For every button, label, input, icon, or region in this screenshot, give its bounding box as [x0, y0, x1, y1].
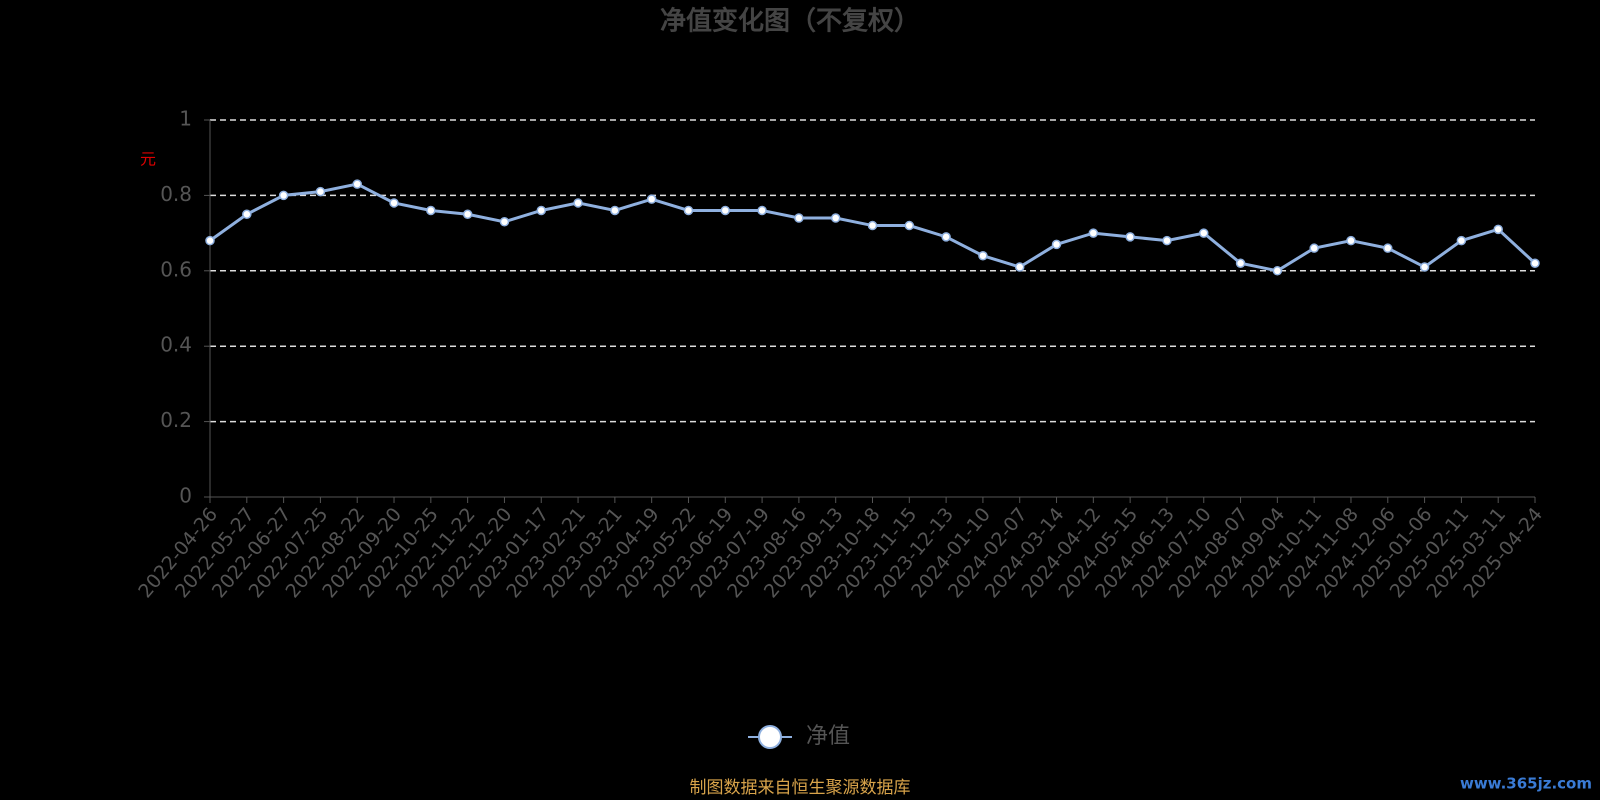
point	[610, 205, 620, 216]
point	[315, 186, 326, 197]
point	[1088, 228, 1099, 238]
point	[426, 205, 436, 216]
legend-label: 净值	[806, 724, 850, 749]
point	[646, 194, 657, 204]
point	[536, 205, 546, 216]
point	[1383, 243, 1393, 253]
point	[941, 232, 951, 242]
y-tick-label: 1	[179, 107, 192, 131]
point	[904, 220, 915, 231]
y-tick-label: 0.2	[160, 408, 192, 432]
y-tick-label: 0.6	[160, 257, 192, 281]
point	[499, 217, 510, 227]
legend-marker	[758, 725, 782, 749]
point	[1235, 258, 1246, 269]
y-tick-label: 0.4	[160, 333, 192, 357]
point	[867, 220, 878, 231]
point	[1162, 235, 1172, 246]
point	[389, 198, 399, 208]
chart-title: 净值变化图（不复权）	[660, 6, 920, 37]
point	[830, 213, 841, 223]
point	[352, 179, 362, 189]
watermark: www.365jz.com	[1460, 775, 1592, 793]
point	[1014, 262, 1025, 272]
point	[794, 213, 804, 223]
point	[1419, 262, 1430, 272]
point	[1456, 235, 1467, 246]
point	[1346, 235, 1356, 246]
point	[278, 190, 289, 201]
point	[720, 205, 731, 216]
point	[1493, 224, 1503, 235]
point	[1530, 258, 1540, 269]
point	[1199, 228, 1209, 238]
point	[683, 205, 694, 216]
point	[242, 209, 252, 219]
point	[978, 250, 988, 261]
point	[573, 198, 583, 208]
point	[1125, 232, 1135, 242]
y-axis-label: 元	[140, 150, 156, 169]
y-tick-label: 0.8	[160, 182, 192, 206]
point	[1272, 266, 1283, 276]
source-note: 制图数据来自恒生聚源数据库	[690, 778, 911, 798]
point	[1309, 243, 1319, 253]
point	[462, 209, 473, 219]
point	[1051, 239, 1062, 250]
point	[757, 205, 767, 216]
point	[205, 235, 215, 246]
y-tick-label: 0	[179, 484, 192, 508]
